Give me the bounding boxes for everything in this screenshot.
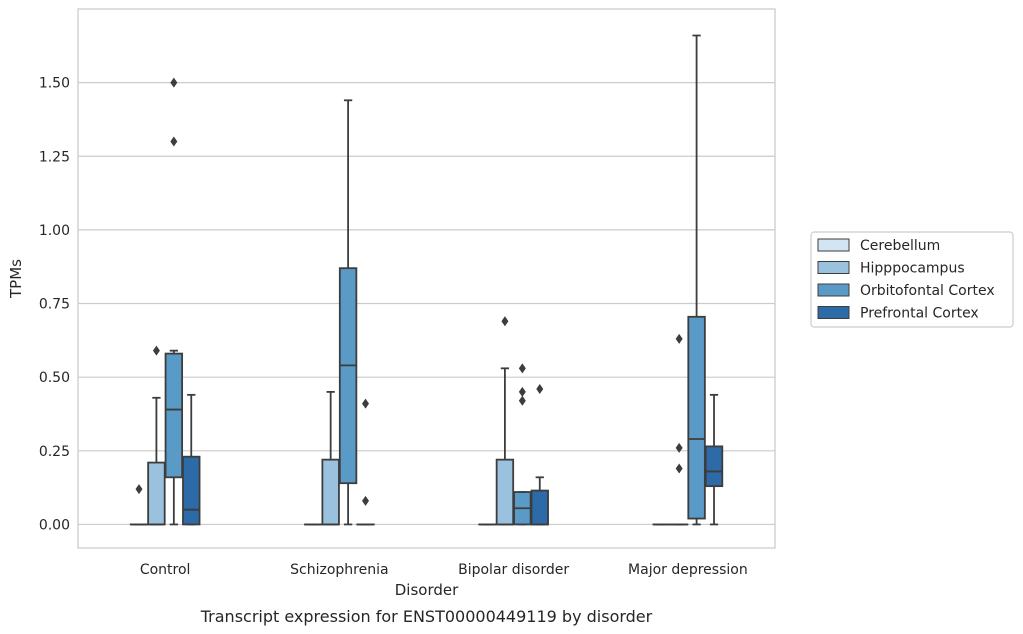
box-2-1: [495, 316, 515, 526]
legend: Cerebellum Hipppocampus Orbitofontal Corte…: [810, 231, 1014, 328]
box-1-2: [338, 99, 358, 526]
legend-swatch: [817, 261, 850, 274]
box-1-1: [321, 390, 340, 526]
y-tick-label: 1.00: [39, 223, 70, 239]
legend-swatch: [817, 306, 850, 319]
y-tick-label: 1.50: [39, 76, 70, 92]
y-tick-label: 0.25: [39, 444, 70, 460]
box-0-3: [182, 393, 201, 526]
y-axis-label: TPMs: [7, 259, 25, 299]
box-body: [147, 461, 166, 526]
box-body: [182, 455, 201, 526]
x-tick-label: Control: [140, 562, 191, 578]
box-body: [338, 267, 358, 485]
outlier-point: [152, 345, 160, 356]
outlier-point: [518, 363, 526, 374]
outlier-point: [362, 495, 370, 506]
outlier-point: [675, 333, 683, 344]
box-1-3: [356, 398, 375, 526]
box-0-2: [164, 77, 184, 526]
box-body: [530, 489, 549, 526]
chart-caption: Transcript expression for ENST0000044911…: [200, 607, 653, 626]
y-tick-label: 1.25: [39, 149, 70, 165]
outlier-point: [170, 136, 178, 147]
x-tick-label: Bipolar disorder: [458, 562, 569, 578]
y-tick-labels: 0.00 0.25 0.50 0.75 1.00 1.25 1.50: [39, 76, 70, 534]
outlier-point: [675, 442, 683, 453]
legend-label: Prefrontal Cortex: [860, 306, 979, 322]
box-body: [495, 458, 515, 526]
x-tick-labels: Control Schizophrenia Bipolar disorder Majo…: [140, 562, 748, 578]
x-tick-label: Major depression: [628, 562, 748, 578]
box-3-1: [669, 333, 689, 526]
box-3-3: [704, 393, 724, 526]
legend-label: Cerebellum: [860, 238, 940, 254]
outlier-point: [518, 386, 526, 397]
outlier-point: [135, 484, 143, 495]
outlier-point: [501, 316, 509, 327]
box-body: [704, 445, 724, 488]
legend-swatch: [817, 238, 850, 252]
outlier-point: [518, 395, 526, 406]
box-body: [164, 352, 184, 479]
legend-label: Hipppocampus: [860, 261, 965, 277]
y-tick-label: 0.00: [39, 517, 70, 533]
x-axis-label: Disorder: [395, 581, 459, 599]
y-tick-label: 0.75: [39, 297, 70, 313]
outlier-point: [675, 463, 683, 474]
box-3-2: [687, 34, 706, 526]
y-tick-label: 0.50: [39, 370, 70, 386]
outlier-point: [170, 77, 178, 88]
box-2-3: [530, 383, 549, 526]
box-0-0: [129, 484, 149, 526]
outlier-point: [536, 383, 544, 394]
x-tick-label: Schizophrenia: [290, 562, 388, 578]
legend-swatch: [817, 283, 850, 297]
box-groups: [129, 34, 724, 526]
outlier-point: [362, 398, 370, 409]
box-body: [687, 315, 706, 520]
box-body: [321, 458, 340, 526]
legend-frame: [810, 231, 1014, 328]
box-0-1: [147, 345, 166, 526]
legend-label: Orbitofontal Cortex: [860, 283, 995, 299]
